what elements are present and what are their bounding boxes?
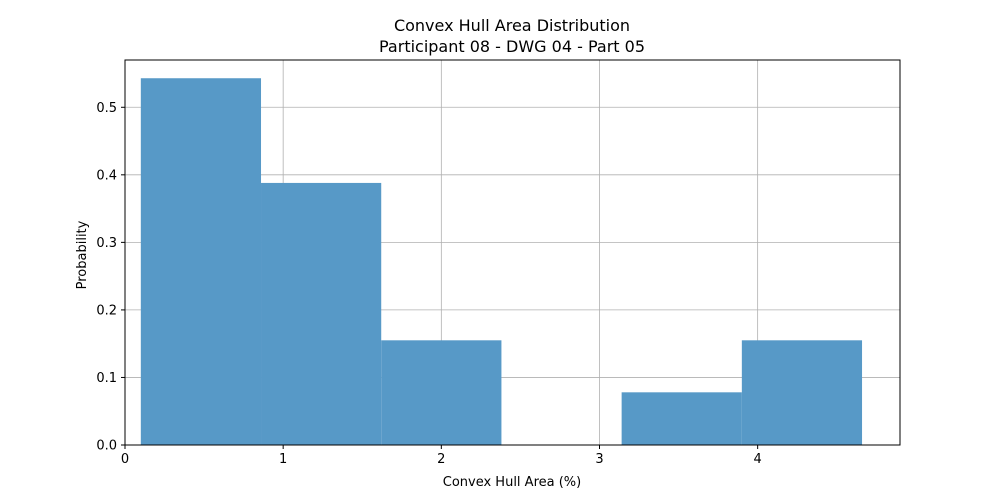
x-tick-label: 2 bbox=[437, 452, 445, 467]
x-axis-label: Convex Hull Area (%) bbox=[443, 475, 581, 490]
y-tick-label: 0.0 bbox=[96, 439, 117, 454]
y-axis-ticks: 0.0 0.1 0.2 0.3 0.4 0.5 bbox=[96, 101, 125, 454]
x-axis-ticks: 0 1 2 3 4 bbox=[121, 445, 762, 467]
y-tick-label: 0.1 bbox=[96, 371, 117, 386]
x-tick-label: 1 bbox=[279, 452, 287, 467]
histogram-bar bbox=[140, 78, 262, 445]
chart-title: Convex Hull Area Distribution bbox=[394, 16, 630, 35]
x-tick-label: 4 bbox=[754, 452, 762, 467]
y-tick-label: 0.5 bbox=[96, 101, 117, 116]
y-tick-label: 0.2 bbox=[96, 303, 117, 318]
histogram-bar bbox=[621, 392, 742, 445]
histogram-bar bbox=[741, 340, 863, 445]
x-tick-label: 0 bbox=[121, 452, 129, 467]
histogram-bars bbox=[140, 78, 863, 446]
plot-frame bbox=[124, 59, 901, 446]
chart-subtitle: Participant 08 - DWG 04 - Part 05 bbox=[379, 37, 645, 56]
y-tick-label: 0.4 bbox=[96, 168, 117, 183]
histogram-bar bbox=[381, 340, 502, 445]
y-axis-label: Probability bbox=[75, 220, 90, 289]
histogram-bar bbox=[261, 182, 382, 446]
x-tick-label: 3 bbox=[595, 452, 603, 467]
y-tick-label: 0.3 bbox=[96, 236, 117, 251]
